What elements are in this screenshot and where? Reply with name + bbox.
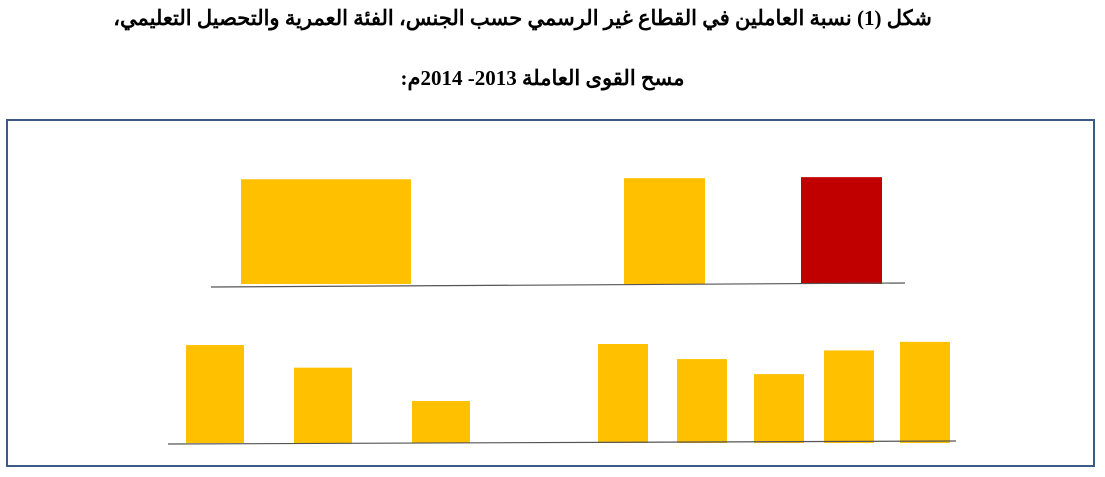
top-panel: [210, 177, 906, 288]
bottom-bar-6: [754, 374, 804, 443]
top-x-axis-baseline: [210, 282, 906, 288]
chart-frame: [6, 119, 1095, 467]
bottom-x-axis-baseline: [167, 440, 957, 445]
top-bar-2: [624, 178, 705, 284]
bottom-bar-1: [186, 345, 244, 443]
figure-title-line-2: مسح القوى العاملة 2013- 2014م:: [400, 66, 685, 90]
top-bar-3: [801, 177, 882, 284]
bottom-bar-8: [900, 341, 950, 443]
bottom-panel: [167, 341, 957, 445]
bottom-bar-3: [412, 401, 470, 443]
bottom-bar-4: [598, 343, 648, 443]
figure-title-line-1: شكل (1) نسبة العاملين في القطاع غير الرس…: [113, 6, 932, 30]
bottom-bar-5: [677, 359, 727, 443]
bottom-bar-7: [824, 350, 874, 443]
bottom-bar-2: [294, 367, 352, 443]
top-bar-1: [241, 179, 411, 284]
chart-canvas: [167, 177, 957, 445]
